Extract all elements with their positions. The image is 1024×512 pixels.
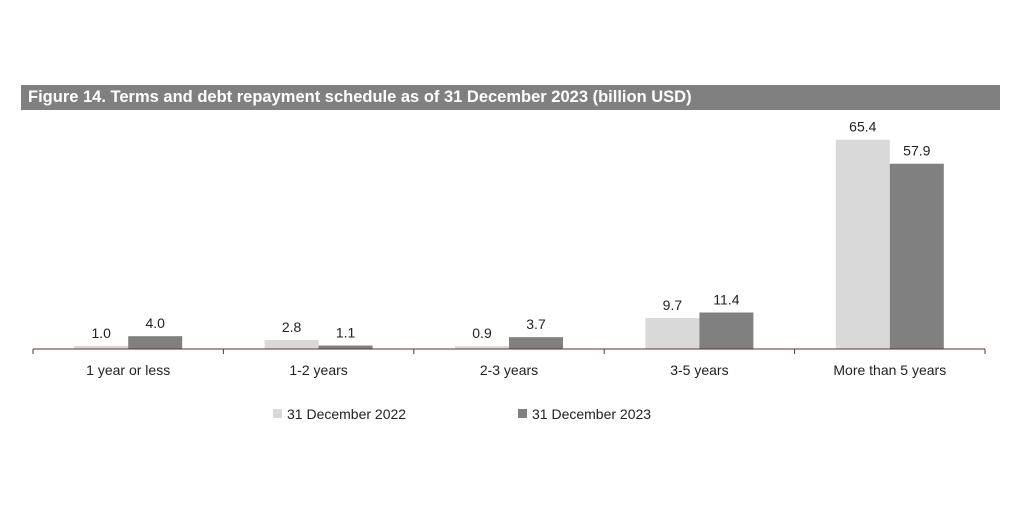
x-tick-label: 1-2 years <box>289 362 347 378</box>
data-label: 4.0 <box>145 315 165 331</box>
legend-swatch-2022 <box>273 409 282 418</box>
bar-2022 <box>835 139 890 349</box>
data-label: 0.9 <box>472 325 492 341</box>
legend-label: 31 December 2022 <box>287 406 406 422</box>
data-label: 57.9 <box>903 143 930 159</box>
bar-2022 <box>455 346 509 349</box>
data-label: 2.8 <box>282 319 302 335</box>
bar-2022 <box>74 345 129 349</box>
legend-swatch-2023 <box>518 409 527 418</box>
bar-2023 <box>699 312 754 349</box>
x-tick-label: 3-5 years <box>670 362 728 378</box>
data-label: 65.4 <box>849 119 876 135</box>
data-label: 11.4 <box>713 292 739 308</box>
data-label: 1.0 <box>91 325 111 341</box>
bar-2023 <box>318 345 373 349</box>
chart-title-bar: Figure 14. Terms and debt repayment sche… <box>21 85 1000 110</box>
bar-2023 <box>889 163 944 349</box>
bar-2022 <box>264 340 319 349</box>
data-label: 3.7 <box>526 316 546 332</box>
data-label: 1.1 <box>336 324 356 340</box>
x-tick-label: 1 year or less <box>86 362 170 378</box>
x-tick-label: More than 5 years <box>833 362 946 378</box>
data-label: 9.7 <box>663 297 683 313</box>
legend-label: 31 December 2023 <box>532 406 651 422</box>
bar-2023 <box>128 336 183 349</box>
bar-2023 <box>509 337 563 349</box>
chart-title: Figure 14. Terms and debt repayment sche… <box>28 88 692 106</box>
bar-2022 <box>645 317 700 349</box>
x-tick-label: 2-3 years <box>480 362 538 378</box>
